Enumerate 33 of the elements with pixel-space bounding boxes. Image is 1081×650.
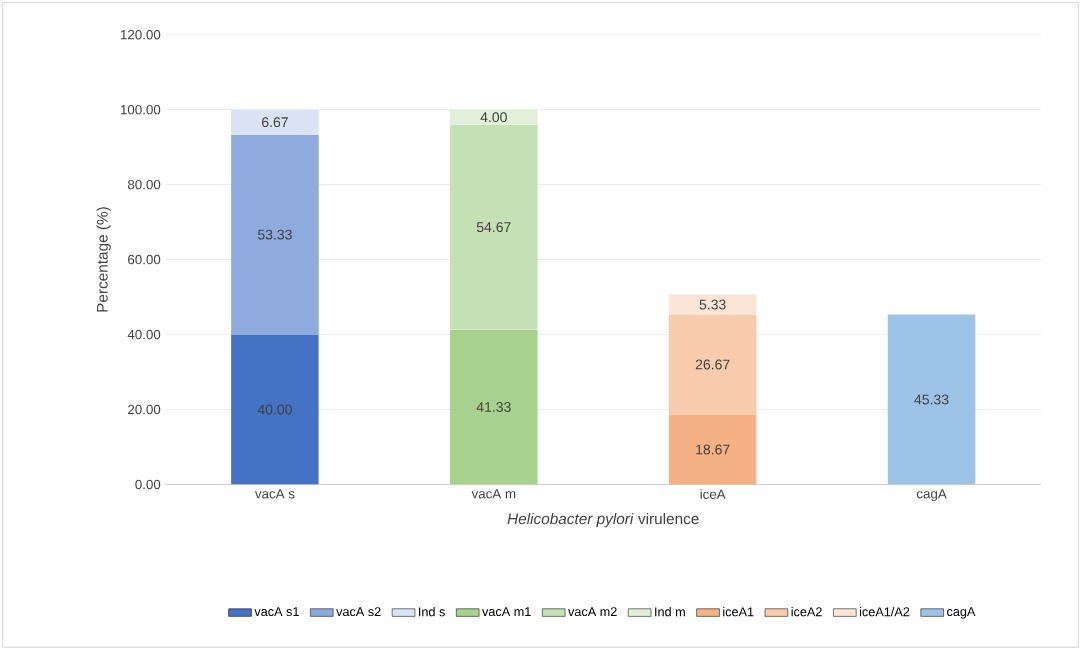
data-label: 4.00 (480, 112, 507, 123)
y-tick-label: 100.00 (120, 104, 161, 115)
legend-label: cagA (947, 607, 976, 619)
data-label: 5.33 (699, 299, 726, 310)
legend-label: iceA1 (723, 607, 754, 617)
x-tick-label: vacA s (254, 489, 295, 499)
legend-label: Ind m (655, 607, 685, 617)
y-tick-label: 60.00 (128, 254, 161, 265)
legend-label: vacA s1 (254, 607, 299, 617)
legend-label: Ind s (419, 607, 445, 617)
legend-label: iceA2 (791, 607, 822, 617)
x-axis-title: Helicobacter pylori virulence (507, 512, 699, 528)
x-tick-label: cagA (916, 489, 947, 502)
data-label: 53.33 (257, 229, 292, 240)
data-label: 6.67 (262, 117, 288, 128)
x-tick-label: vacA m (471, 489, 516, 499)
legend-label: vacA m2 (568, 607, 617, 617)
y-tick-label: 80.00 (127, 179, 161, 190)
legend-label: vacA s2 (336, 607, 381, 617)
x-tick-label: iceA (700, 489, 726, 499)
data-label: 18.67 (696, 444, 730, 455)
legend-label: iceA1/A2 (859, 607, 910, 617)
data-label: 45.33 (914, 394, 949, 405)
y-tick-label: 40.00 (127, 329, 161, 340)
data-label: 54.67 (476, 222, 511, 233)
y-tick-label: 0.00 (135, 479, 161, 490)
data-label: 26.67 (695, 359, 730, 370)
data-label: 41.33 (476, 402, 511, 412)
y-axis-title: Percentage (%) (96, 207, 111, 312)
y-tick-label: 120.00 (120, 30, 161, 40)
y-tick-label: 20.00 (128, 404, 161, 415)
legend-label: vacA m1 (482, 607, 531, 617)
data-label: 40.00 (257, 404, 292, 415)
